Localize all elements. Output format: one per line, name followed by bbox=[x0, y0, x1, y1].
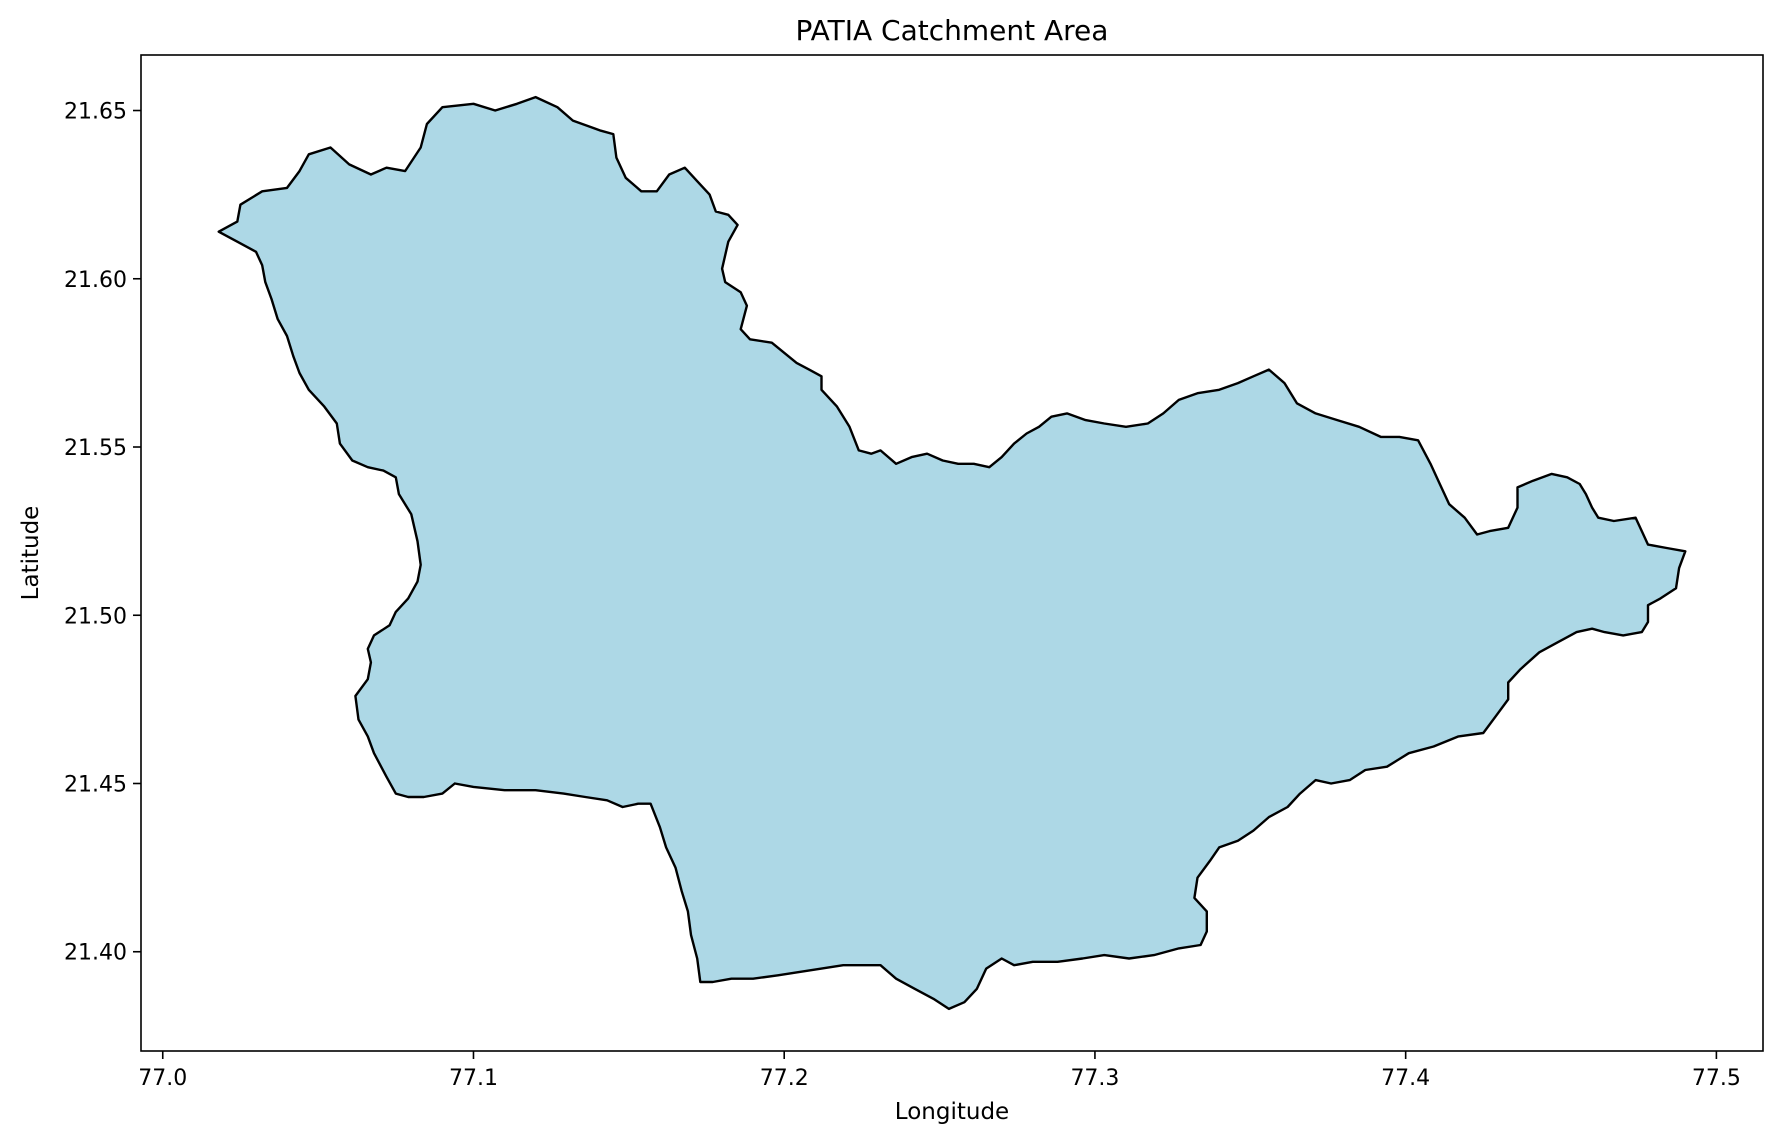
y-axis-ticks: 21.40 21.45 21.50 21.55 21.60 21.65 bbox=[64, 100, 141, 966]
x-axis-label: Longitude bbox=[895, 1099, 1009, 1125]
plot-frame bbox=[140, 54, 1764, 1052]
x-tick-label: 77.4 bbox=[1381, 1066, 1430, 1091]
x-tick-label: 77.1 bbox=[449, 1066, 498, 1091]
x-tick-label: 77.2 bbox=[760, 1066, 809, 1091]
catchment-polygon bbox=[217, 95, 1687, 1011]
map-title: PATIA Catchment Area bbox=[796, 14, 1109, 47]
y-tick-label: 21.55 bbox=[64, 436, 127, 461]
y-axis-label: Latitude bbox=[18, 506, 44, 601]
y-tick-label: 21.45 bbox=[64, 772, 127, 797]
x-axis-ticks: 77.0 77.1 77.2 77.3 77.4 77.5 bbox=[138, 1051, 1741, 1091]
y-tick-label: 21.60 bbox=[64, 268, 127, 293]
y-tick-label: 21.50 bbox=[64, 604, 127, 629]
x-tick-label: 77.0 bbox=[138, 1066, 187, 1091]
plot-area bbox=[140, 54, 1764, 1052]
x-tick-label: 77.3 bbox=[1070, 1066, 1119, 1091]
x-tick-label: 77.5 bbox=[1692, 1066, 1741, 1091]
y-tick-label: 21.65 bbox=[64, 100, 127, 125]
y-tick-label: 21.40 bbox=[64, 941, 127, 966]
